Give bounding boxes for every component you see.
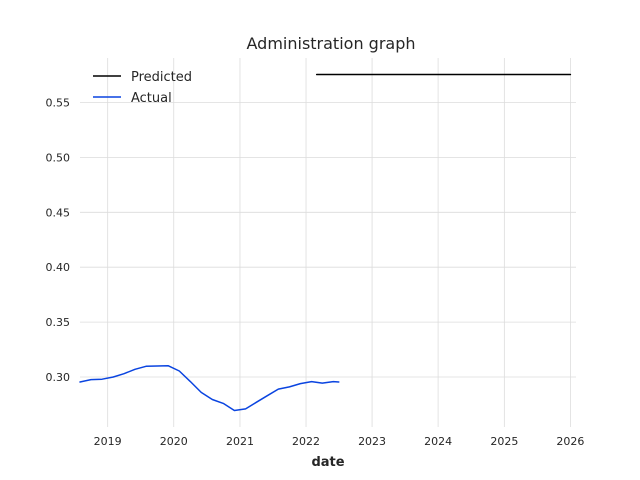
x-tick-label: 2024 <box>424 435 452 448</box>
legend-label-predicted: Predicted <box>131 70 192 85</box>
y-tick-label: 0.45 <box>46 206 71 219</box>
x-tick-label: 2021 <box>226 435 254 448</box>
gridlines <box>80 58 576 427</box>
series-line-actual <box>79 364 340 412</box>
y-tick-label: 0.55 <box>46 96 71 109</box>
x-axis-label: date <box>311 455 344 470</box>
tick-labels: 2019 2020 2021 2022 2023 2024 2025 2026 0.30 0.35… <box>46 96 585 448</box>
legend-label-actual: Actual <box>131 91 172 106</box>
plot-series <box>79 73 572 412</box>
y-tick-label: 0.40 <box>46 261 71 274</box>
x-tick-label: 2019 <box>94 435 122 448</box>
x-tick-label: 2023 <box>358 435 386 448</box>
y-tick-label: 0.30 <box>46 371 71 384</box>
y-tick-label: 0.50 <box>46 151 71 164</box>
x-tick-label: 2025 <box>490 435 518 448</box>
legend: Predicted Actual <box>93 70 192 106</box>
y-tick-label: 0.35 <box>46 316 71 329</box>
x-tick-label: 2020 <box>160 435 188 448</box>
x-tick-label: 2026 <box>556 435 584 448</box>
chart-title: Administration graph <box>247 34 416 53</box>
x-tick-label: 2022 <box>292 435 320 448</box>
